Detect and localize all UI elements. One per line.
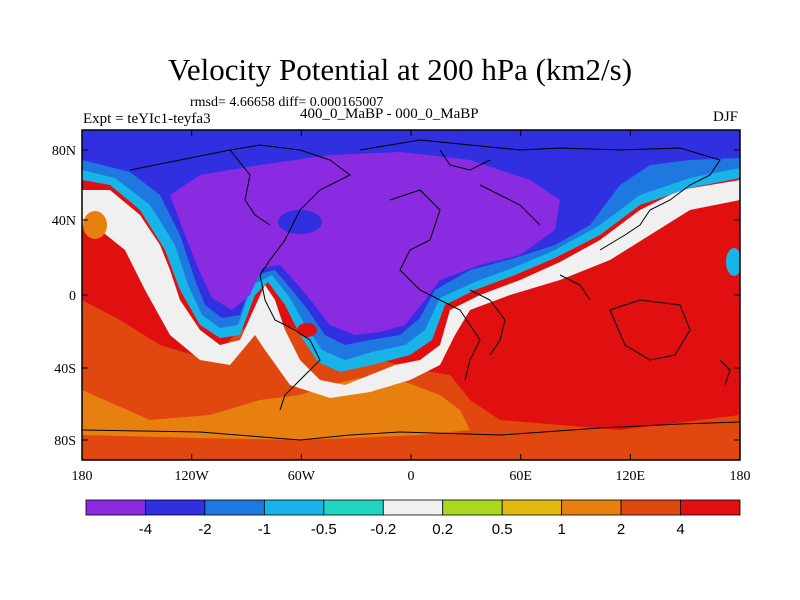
field-patch-blue-east	[726, 248, 740, 276]
x-tick-label: 120E	[616, 469, 646, 484]
y-tick-label: 40S	[54, 362, 76, 377]
x-axis: 180 120W 60W 0 60E 120E 180	[72, 130, 751, 484]
colorbar-swatch	[501, 499, 563, 516]
y-axis: 80N 40N 0 40S 80S	[52, 144, 740, 449]
colorbar-swatch	[561, 499, 622, 516]
colorbar-label: 0.2	[432, 521, 453, 538]
colorbar-swatch	[145, 499, 206, 516]
season-label: DJF	[712, 109, 738, 125]
colorbar-label: -0.2	[370, 521, 396, 538]
colorbar-label: -4	[139, 521, 152, 538]
colorbar-label: -0.5	[311, 521, 337, 538]
colorbar-swatch	[382, 499, 444, 516]
colorbar: -4 -2 -1 -0.5 -0.2 0.2 0.5 1 2 4	[85, 499, 741, 538]
y-tick-label: 40N	[52, 214, 76, 229]
x-tick-label: 120W	[175, 469, 210, 484]
field-patch-blue	[278, 210, 322, 234]
y-tick-label: 0	[69, 289, 76, 304]
x-tick-label: 180	[72, 469, 93, 484]
colorbar-swatch	[323, 499, 384, 516]
y-tick-label: 80S	[54, 434, 76, 449]
period-label: 400_0_MaBP - 000_0_MaBP	[300, 106, 479, 122]
field-band-orange	[82, 378, 470, 440]
field-band-neutral	[82, 180, 740, 398]
coastlines	[82, 139, 740, 441]
x-tick-label: 60W	[288, 469, 316, 484]
colorbar-label: 4	[676, 521, 684, 538]
colorbar-swatch	[85, 499, 146, 516]
field-patch-red	[297, 323, 317, 337]
colorbar-swatch	[442, 499, 503, 516]
stats-label: rmsd= 4.66658 diff= 0.000165007	[190, 95, 384, 110]
field-patch-orange-west	[83, 211, 107, 239]
y-tick-label: 80N	[52, 144, 76, 159]
colorbar-label: 2	[617, 521, 625, 538]
colorbar-swatch	[204, 499, 265, 516]
x-tick-label: 0	[408, 469, 415, 484]
colorbar-swatch	[263, 499, 325, 516]
x-tick-label: 180	[730, 469, 751, 484]
colorbar-swatch	[680, 499, 741, 516]
colorbar-label: 0.5	[492, 521, 513, 538]
colorbar-swatch	[620, 499, 681, 516]
colorbar-label: -2	[198, 521, 211, 538]
contour-field	[82, 130, 740, 460]
colorbar-label: -1	[258, 521, 271, 538]
field-core-purple	[170, 152, 560, 335]
map-title: Velocity Potential at 200 hPa (km2/s)	[167, 52, 633, 87]
experiment-label: Expt = teYIc1-teyfa3	[83, 111, 211, 127]
x-tick-label: 60E	[509, 469, 532, 484]
colorbar-label: 1	[557, 521, 565, 538]
